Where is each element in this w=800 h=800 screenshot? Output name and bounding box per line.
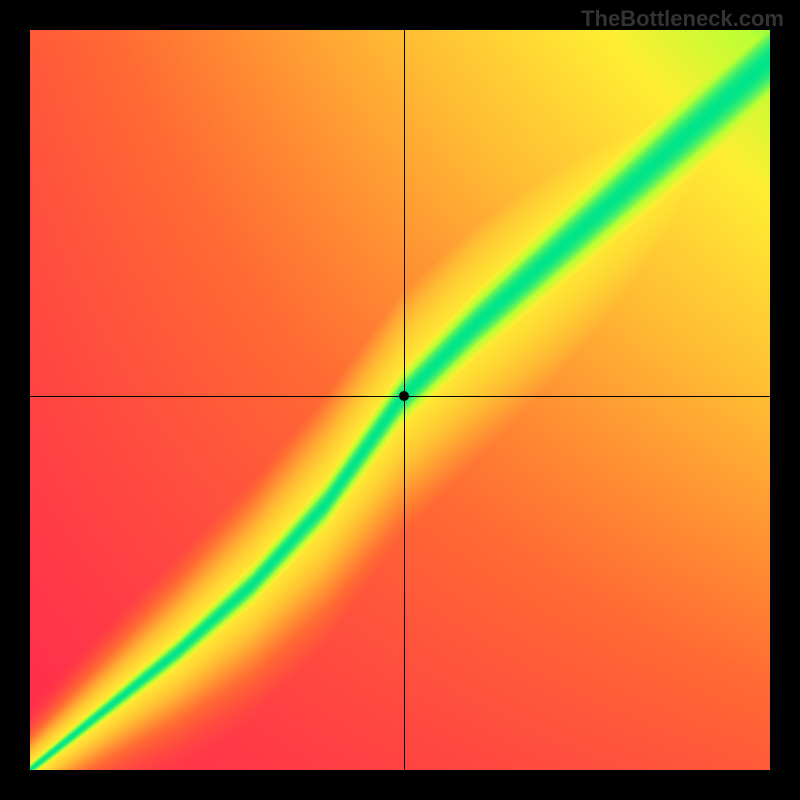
heatmap-plot (30, 30, 770, 770)
crosshair-marker (399, 391, 409, 401)
watermark-text: TheBottleneck.com (581, 6, 784, 32)
